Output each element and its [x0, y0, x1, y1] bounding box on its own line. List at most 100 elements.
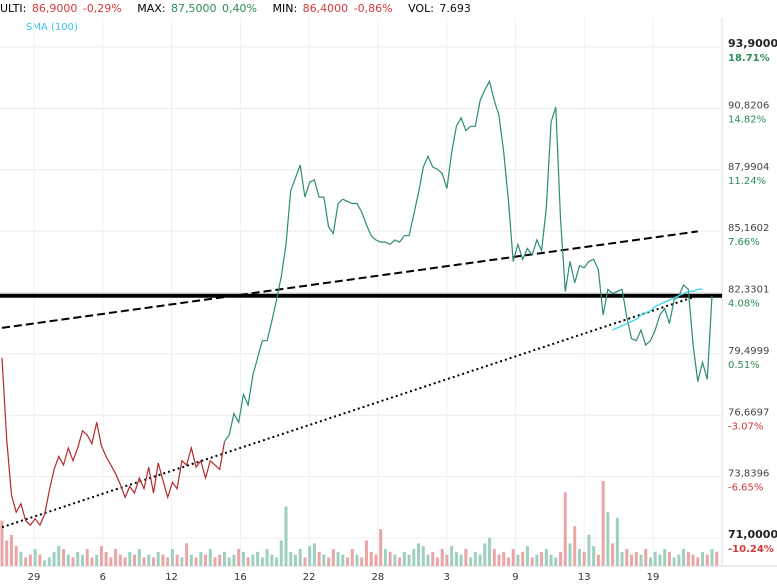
volume-bar — [66, 554, 70, 566]
volume-bar — [38, 554, 42, 566]
volume-bar — [701, 551, 705, 566]
volume-bar — [251, 554, 255, 566]
volume-bar — [705, 554, 709, 566]
volume-bar — [109, 557, 113, 566]
volume-bar — [279, 540, 283, 566]
volume-bar — [350, 549, 354, 566]
min-value: 86,4000 — [302, 2, 349, 15]
volume-bar — [28, 554, 32, 566]
volume-bar — [710, 549, 714, 566]
volume-bar — [308, 546, 312, 566]
last-change: -0,29% — [82, 2, 122, 15]
volume-bar — [464, 549, 468, 566]
volume-bar — [459, 554, 463, 566]
volume-bar — [194, 557, 198, 566]
volume-bar — [454, 551, 458, 566]
volume-bar — [379, 529, 383, 566]
volume-bar — [417, 543, 421, 566]
volume-bar — [596, 554, 600, 566]
volume-bar — [502, 551, 506, 566]
max-value: 87,5000 — [171, 2, 217, 15]
volume-bar — [364, 540, 368, 566]
volume-bar — [658, 554, 662, 566]
volume-bar — [388, 551, 392, 566]
volume-value: 7.693 — [439, 2, 471, 15]
volume-bar — [232, 554, 236, 566]
y-tick-label: 82,3301 — [728, 285, 769, 296]
y-tick-pct: 11.24% — [728, 176, 766, 187]
y-tick-pct: -10.24% — [728, 544, 774, 555]
max-change: 0,40% — [222, 2, 257, 15]
volume-bar — [445, 554, 449, 566]
x-tick-label: 16 — [234, 572, 247, 583]
volume-bar — [691, 554, 695, 566]
volume-bar — [663, 549, 667, 566]
volume-bar — [137, 549, 141, 566]
x-tick-label: 9 — [512, 572, 518, 583]
volume-bar — [189, 554, 193, 566]
volume-bar — [5, 540, 9, 566]
volume-bar — [76, 551, 80, 566]
min-change: -0,86% — [353, 2, 393, 15]
volume-bar — [473, 551, 477, 566]
volume-bar — [639, 554, 643, 566]
y-tick-pct: 18.71% — [728, 53, 770, 64]
volume-bar — [114, 549, 118, 566]
volume-bar — [204, 554, 208, 566]
volume-bar — [431, 551, 435, 566]
volume-bar — [265, 549, 269, 566]
volume-bar — [653, 551, 657, 566]
y-tick-label: 79,4999 — [728, 346, 769, 357]
volume-bar — [241, 551, 245, 566]
y-tick-pct: 7.66% — [728, 237, 760, 248]
volume-bar — [289, 551, 293, 566]
volume-bar — [104, 551, 108, 566]
volume-bar — [634, 551, 638, 566]
volume-bar — [573, 526, 577, 566]
volume-bar — [648, 557, 652, 566]
volume-bar — [540, 551, 544, 566]
volume-bar — [606, 512, 610, 566]
volume-bar — [227, 557, 231, 566]
volume-bar — [497, 554, 501, 566]
x-tick-label: 29 — [28, 572, 41, 583]
volume-bar — [118, 554, 122, 566]
min-label: MIN: — [272, 2, 298, 15]
volume-bar — [492, 549, 496, 566]
volume-bar — [14, 546, 18, 566]
volume-bar — [166, 557, 170, 566]
volume-bar — [677, 554, 681, 566]
volume-bar — [218, 554, 222, 566]
x-tick-label: 19 — [647, 572, 660, 583]
max-label: MAX: — [137, 2, 166, 15]
volume-bar — [199, 551, 203, 566]
stats-bar: ULTI: 86,9000 -0,29% MAX: 87,5000 0,40% … — [0, 0, 777, 18]
volume-bar — [180, 557, 184, 566]
volume-bar — [715, 551, 719, 566]
volume-bar — [327, 557, 331, 566]
y-tick-pct: -3.07% — [728, 421, 763, 432]
volume-bar — [615, 517, 619, 566]
volume-bar — [587, 534, 591, 566]
trendlines — [0, 230, 722, 529]
volume-bar — [142, 557, 146, 566]
y-tick-label: 71,0000 — [728, 528, 777, 541]
volume-bar — [9, 534, 13, 566]
volume-bar — [530, 557, 534, 566]
y-tick-label: 85,1602 — [728, 223, 769, 234]
volume-bar — [521, 551, 525, 566]
volume-bar — [80, 554, 84, 566]
y-tick-label: 76,6697 — [728, 407, 769, 418]
volume-bar — [222, 551, 226, 566]
volume-bar — [256, 551, 260, 566]
volume-bar — [128, 551, 132, 566]
volume-bar — [620, 551, 624, 566]
volume-bar — [260, 557, 264, 566]
volume-bar — [398, 557, 402, 566]
volume-bar — [175, 554, 179, 566]
volume-bar — [667, 551, 671, 566]
volume-bar — [331, 549, 335, 566]
y-tick-label: 73,8396 — [728, 469, 769, 480]
volume-bar — [52, 551, 56, 566]
